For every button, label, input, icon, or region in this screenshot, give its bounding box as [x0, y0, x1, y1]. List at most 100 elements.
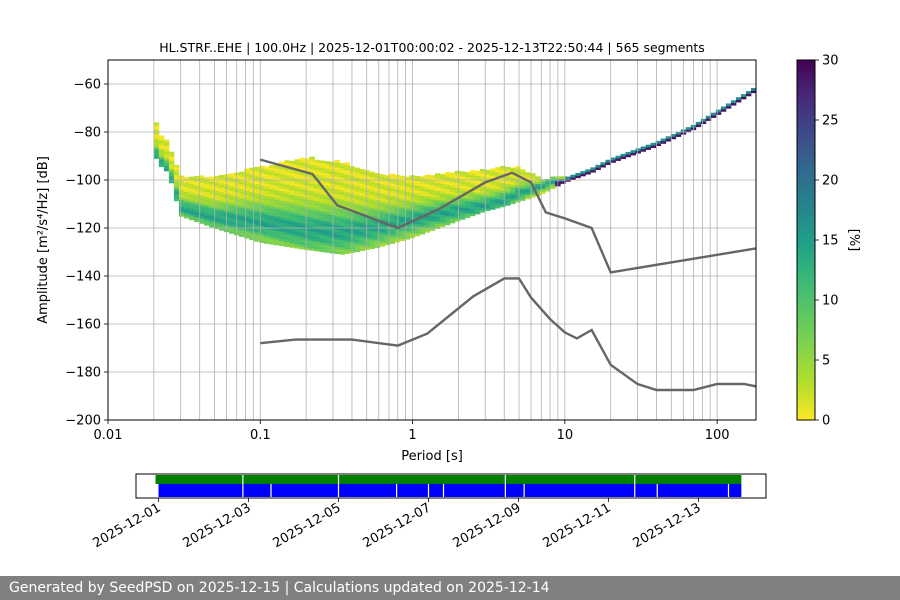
density-cell: [244, 197, 250, 201]
density-cell: [364, 175, 371, 178]
density-cell: [404, 179, 411, 182]
density-cell: [178, 182, 185, 186]
density-cell: [495, 167, 501, 171]
density-cell: [369, 219, 376, 223]
density-cell: [369, 236, 376, 240]
density-cell: [369, 171, 376, 175]
density-cell: [379, 222, 386, 226]
density-cell: [269, 167, 275, 171]
density-cell: [269, 205, 275, 209]
density-cell: [219, 220, 225, 224]
density-cell: [309, 209, 315, 213]
density-cell: [530, 194, 536, 198]
density-cell: [163, 142, 170, 145]
x-tick-label: 1: [408, 428, 416, 443]
density-cell: [183, 186, 190, 190]
density-cell: [540, 179, 546, 183]
density-cell: [459, 202, 466, 206]
density-cell: [379, 239, 386, 242]
density-cell: [274, 206, 280, 210]
density-cell: [299, 193, 305, 197]
density-cell: [480, 176, 486, 179]
colorbar-label: [%]: [846, 229, 861, 252]
density-cell: [264, 221, 270, 225]
density-cell: [434, 175, 441, 179]
density-cell: [269, 193, 275, 197]
density-cell: [334, 169, 340, 173]
density-cell: [354, 198, 360, 202]
density-cell: [158, 161, 165, 165]
density-cell: [515, 185, 521, 189]
density-cell: [204, 220, 210, 224]
density-cell: [249, 170, 255, 173]
density-cell: [339, 247, 345, 250]
density-cell: [239, 217, 245, 221]
density-cell: [444, 179, 451, 183]
density-cell: [344, 176, 350, 180]
density-cell: [374, 206, 381, 210]
density-cell: [334, 167, 340, 170]
density-cell: [319, 230, 325, 233]
density-cell: [244, 202, 250, 205]
density-cell: [204, 217, 210, 221]
density-cell: [490, 194, 496, 198]
density-cell: [444, 172, 451, 175]
density-cell: [480, 188, 486, 191]
density-cell: [279, 214, 285, 218]
density-cell: [705, 115, 712, 119]
density-cell: [404, 224, 411, 228]
density-cell: [439, 185, 446, 189]
density-cell: [274, 228, 280, 231]
density-cell: [474, 187, 481, 191]
density-cell: [193, 209, 200, 213]
density-cell: [249, 189, 255, 193]
density-cell: [369, 210, 376, 213]
density-cell: [449, 220, 456, 224]
density-cell: [655, 140, 662, 144]
density-cell: [319, 249, 325, 253]
density-cell: [229, 223, 235, 227]
density-cell: [314, 215, 320, 218]
density-cell: [439, 224, 446, 228]
density-cell: [745, 91, 752, 94]
density-cell: [434, 226, 441, 229]
density-cell: [354, 225, 360, 228]
density-cell: [434, 197, 441, 201]
density-cell: [274, 180, 280, 183]
density-cell: [178, 180, 185, 184]
density-cell: [264, 195, 270, 199]
density-cell: [229, 219, 235, 222]
density-cell: [269, 174, 275, 178]
density-cell: [464, 174, 471, 178]
density-cell: [399, 192, 406, 196]
density-cell: [505, 195, 511, 199]
density-cell: [490, 204, 496, 208]
density-cell: [444, 208, 451, 211]
density-cell: [580, 173, 586, 177]
density-cell: [314, 183, 320, 187]
density-cell: [249, 208, 255, 212]
density-cell: [344, 246, 350, 250]
density-cell: [209, 207, 215, 211]
density-cell: [219, 194, 225, 198]
density-cell: [279, 233, 285, 237]
density-cell: [229, 173, 235, 177]
density-cell: [444, 181, 451, 185]
density-cell: [249, 177, 255, 181]
density-cell: [314, 164, 320, 168]
density-cell: [384, 240, 391, 243]
density-cell: [239, 231, 245, 235]
density-cell: [324, 201, 330, 205]
density-cell: [384, 201, 391, 205]
density-cell: [319, 227, 325, 231]
density-cell: [254, 200, 260, 204]
density-cell: [750, 90, 756, 94]
density-cell: [284, 203, 290, 207]
density-cell: [183, 179, 190, 183]
density-cell: [399, 206, 406, 210]
density-cell: [239, 200, 245, 204]
density-cell: [339, 172, 345, 176]
density-cell: [344, 169, 350, 173]
density-cell: [324, 225, 330, 229]
density-cell: [153, 151, 160, 154]
